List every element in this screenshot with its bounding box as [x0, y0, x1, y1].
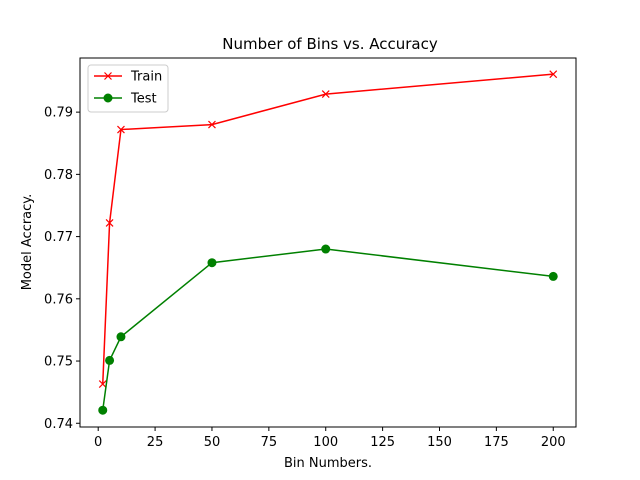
test-point: [98, 405, 108, 415]
x-tick-label: 125: [370, 435, 395, 450]
legend-label: Test: [130, 92, 157, 107]
marker-stroke: [104, 72, 112, 80]
y-tick-label: 0.77: [44, 230, 73, 245]
legend-label: Train: [130, 70, 162, 85]
test-point: [321, 244, 331, 254]
x-tick-label: 175: [484, 435, 509, 450]
train-point: [98, 380, 107, 388]
test-point: [105, 355, 115, 365]
y-axis-label: Model Accracy.: [20, 194, 35, 291]
x-tick-label: 75: [261, 435, 278, 450]
x-tick-label: 25: [147, 435, 164, 450]
y-tick-label: 0.79: [44, 106, 73, 121]
series-train: [98, 70, 558, 388]
train-line: [102, 73, 554, 385]
legend-entry-train: Train: [94, 70, 162, 85]
x-tick-label: 100: [313, 435, 338, 450]
legend-swatch-marker: [103, 93, 113, 103]
train-point: [208, 120, 216, 129]
train-point: [105, 218, 114, 227]
marker-stroke: [98, 380, 107, 388]
test-point: [116, 332, 126, 342]
y-tick-label: 0.74: [44, 417, 73, 432]
marker-stroke: [105, 218, 114, 227]
marker-stroke: [117, 125, 125, 134]
y-tick-label: 0.78: [44, 168, 73, 183]
test-point: [207, 258, 217, 268]
marker-stroke: [208, 120, 216, 129]
x-tick-label: 0: [94, 435, 102, 450]
legend: Train Test: [87, 64, 169, 113]
marker-stroke: [549, 70, 558, 79]
legend-swatch-marker: [104, 72, 112, 80]
x-tick-label: 50: [204, 435, 221, 450]
legend-entry-test: Test: [94, 92, 157, 107]
train-point: [321, 90, 330, 99]
chart-title: Number of Bins vs. Accuracy: [222, 35, 438, 53]
train-point: [549, 70, 558, 79]
series-layer: [98, 70, 558, 415]
marker-stroke: [321, 90, 330, 99]
series-test: [98, 244, 558, 415]
x-tick-label: 150: [427, 435, 452, 450]
y-axis-ticks: 0.74 0.75 0.76 0.77 0.78 0.79: [44, 106, 80, 432]
x-tick-label: 200: [541, 435, 566, 450]
y-tick-label: 0.75: [44, 355, 73, 370]
test-point: [548, 271, 558, 281]
x-axis-label: Bin Numbers.: [284, 456, 372, 471]
train-point: [117, 125, 125, 134]
x-axis-ticks: 0 25 50 75 100 125 150 175 200: [94, 427, 566, 450]
plot-frame: [79, 57, 577, 428]
y-tick-label: 0.76: [44, 292, 73, 307]
test-line: [102, 248, 554, 411]
plot-area: [79, 57, 577, 428]
